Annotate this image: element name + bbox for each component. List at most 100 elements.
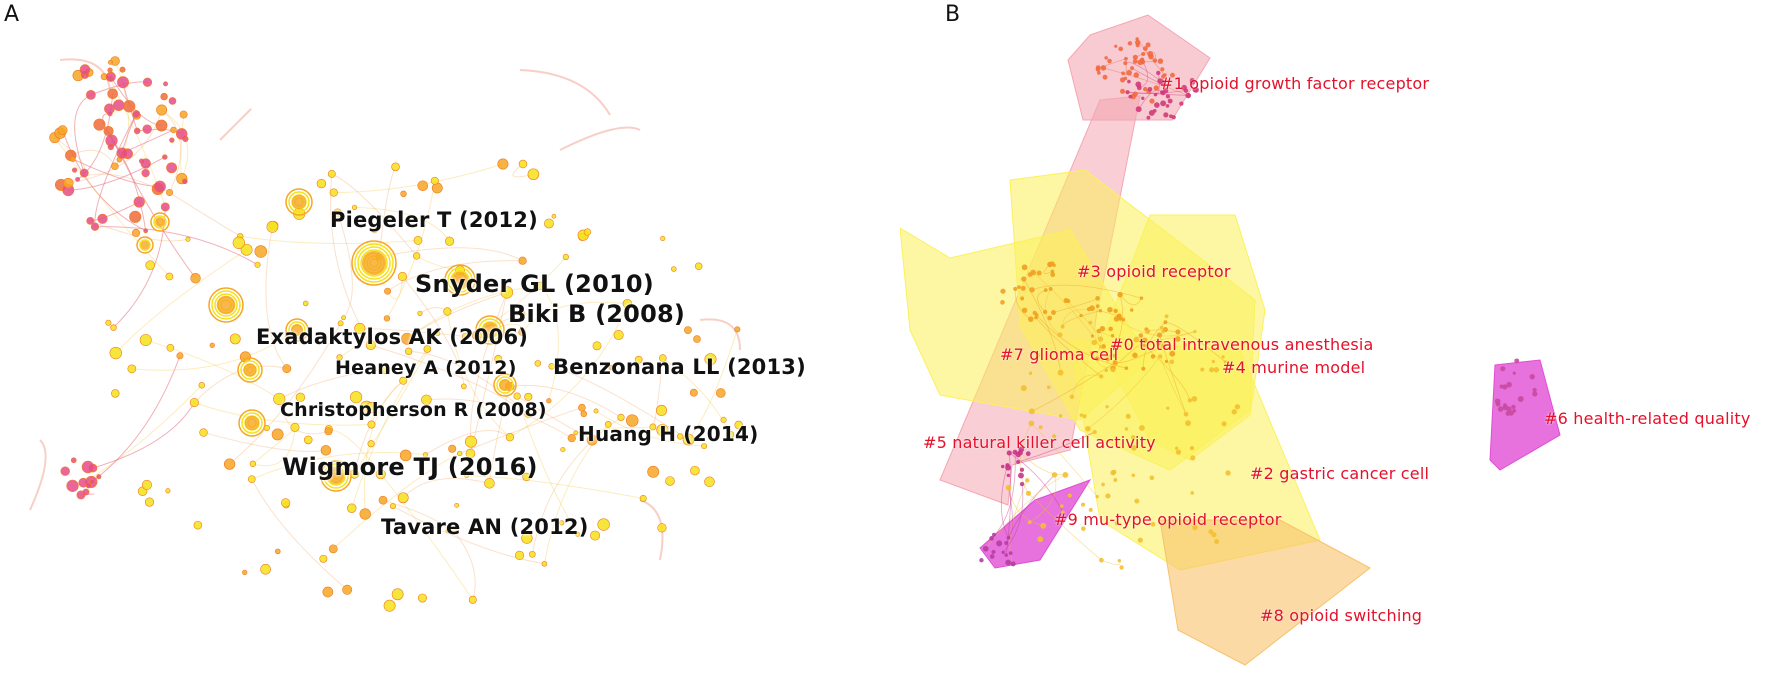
- network-node: [1012, 449, 1018, 455]
- network-node: [1169, 359, 1175, 365]
- network-edge: [1008, 487, 1014, 539]
- network-node: [1183, 342, 1188, 347]
- citation-ring: [450, 270, 470, 290]
- network-node: [145, 260, 156, 271]
- network-node: [316, 178, 327, 189]
- network-edge: [1065, 300, 1102, 348]
- network-node: [1010, 561, 1016, 567]
- network-edge: [387, 276, 403, 300]
- network-node: [1088, 507, 1093, 512]
- network-node: [1112, 353, 1117, 358]
- network-node: [111, 389, 120, 398]
- network-node: [166, 162, 178, 174]
- network-node: [85, 89, 96, 100]
- network-node: [1120, 88, 1126, 94]
- network-node: [592, 341, 602, 351]
- network-node: [1134, 498, 1140, 504]
- network-node: [1021, 276, 1027, 282]
- network-edge: [378, 166, 396, 258]
- network-node: [991, 550, 996, 555]
- network-node: [422, 452, 429, 458]
- network-node: [1124, 366, 1129, 371]
- network-node: [1104, 368, 1109, 373]
- network-node: [1160, 90, 1164, 95]
- network-node: [1189, 446, 1195, 451]
- panel-b-letter: B: [945, 2, 961, 27]
- citation-ring: [351, 240, 397, 286]
- network-node: [1092, 429, 1097, 435]
- network-node: [1095, 296, 1100, 301]
- network-node: [560, 447, 566, 453]
- citation-ring: [360, 249, 388, 277]
- citation-ring: [493, 373, 517, 397]
- network-node: [1042, 309, 1048, 315]
- network-node: [1165, 104, 1170, 108]
- network-node: [1214, 538, 1220, 545]
- network-node: [384, 287, 392, 295]
- network-edge: [1008, 487, 1044, 527]
- panel-a-nodes: [49, 56, 743, 612]
- network-node: [1131, 444, 1137, 451]
- network-node: [413, 252, 421, 260]
- network-node: [1105, 405, 1109, 409]
- network-node: [327, 169, 336, 178]
- network-node: [1187, 398, 1193, 403]
- network-node: [165, 272, 174, 281]
- network-node: [522, 472, 531, 482]
- network-node: [551, 213, 557, 219]
- hull-cluster-6: [1489, 359, 1561, 471]
- network-node: [1532, 387, 1537, 393]
- citation-ring: [139, 239, 151, 251]
- network-node: [367, 420, 376, 429]
- network-edge: [251, 478, 348, 591]
- network-node: [1004, 541, 1009, 545]
- network-edge: [662, 357, 731, 435]
- network-node: [1138, 333, 1144, 338]
- network-edge: [145, 339, 280, 400]
- network-node: [1128, 94, 1133, 99]
- network-node: [1183, 88, 1189, 93]
- network-node: [608, 364, 615, 371]
- network-node: [1036, 270, 1042, 276]
- citation-ring: [481, 321, 499, 339]
- network-node: [232, 236, 245, 249]
- network-node: [93, 118, 106, 131]
- author-label-exadaktylos: Exadaktylos AK (2006): [256, 325, 529, 349]
- network-node: [322, 586, 334, 598]
- author-label-benzonana: Benzonana LL (2013): [553, 355, 806, 379]
- network-edge: [459, 407, 583, 454]
- network-node: [117, 76, 129, 89]
- network-node: [720, 416, 727, 423]
- network-edge: [351, 348, 428, 509]
- network-edge: [688, 329, 738, 440]
- citation-node: [290, 323, 304, 337]
- author-label-snyder: Snyder GL (2010): [415, 270, 654, 298]
- network-node: [342, 584, 353, 595]
- cluster-label-0: #0 total intravenous anesthesia: [1110, 335, 1374, 354]
- network-node: [1532, 391, 1538, 397]
- network-node: [541, 560, 548, 567]
- network-node: [107, 110, 113, 117]
- network-node: [1139, 296, 1144, 300]
- network-edge: [1034, 312, 1127, 369]
- network-node: [324, 427, 333, 436]
- network-node: [190, 273, 201, 284]
- network-node: [684, 326, 692, 335]
- network-node: [1020, 296, 1025, 301]
- network-node: [129, 210, 142, 223]
- network-node: [97, 213, 108, 224]
- network-node: [75, 176, 81, 182]
- network-node: [107, 67, 113, 73]
- network-node: [389, 503, 396, 510]
- network-node: [430, 176, 439, 185]
- network-edge: [509, 303, 628, 438]
- network-node: [1142, 343, 1146, 348]
- network-node: [1096, 328, 1101, 334]
- network-node: [170, 126, 177, 134]
- network-node: [62, 177, 74, 189]
- network-node: [1149, 98, 1155, 104]
- network-node: [1160, 343, 1166, 349]
- network-node: [336, 354, 343, 361]
- network-node: [413, 235, 423, 245]
- network-node: [1058, 414, 1063, 418]
